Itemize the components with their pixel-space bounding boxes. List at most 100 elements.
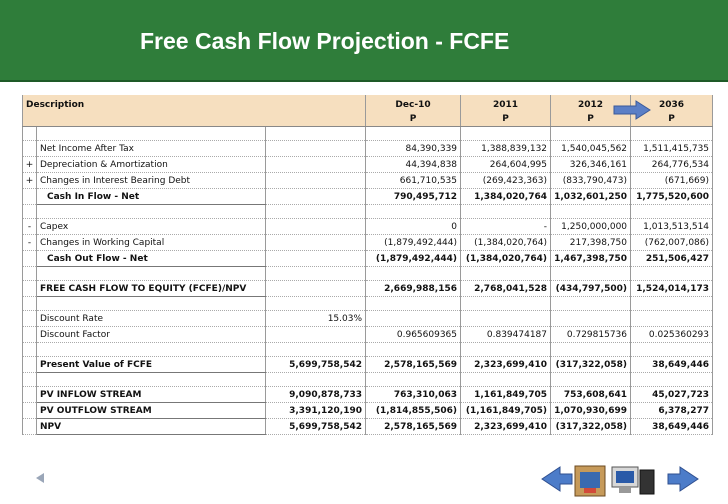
- row-total: [264, 234, 367, 251]
- row-value: 2,768,041,528: [460, 280, 552, 297]
- row-value: (317,322,058): [550, 418, 632, 435]
- row-value: 264,604,995: [460, 156, 552, 173]
- back-button[interactable]: [541, 466, 573, 492]
- spacer-row: [22, 204, 714, 219]
- column-header: 2011 P: [460, 95, 552, 127]
- empty-cell: [630, 342, 714, 357]
- row-value: 1,250,000,000: [550, 218, 632, 235]
- row-label: Changes in Interest Bearing Debt: [36, 172, 266, 189]
- empty-cell: [36, 342, 266, 357]
- forward-button[interactable]: [667, 466, 699, 492]
- empty-cell: [36, 266, 266, 281]
- empty-cell: [550, 266, 632, 281]
- table-body: Net Income After Tax 84,390,339 1,388,839,…: [22, 126, 714, 435]
- spacer-row: [22, 342, 714, 357]
- table-row: Cash In Flow - Net 790,495,712 1,384,020,7…: [22, 188, 714, 205]
- row-value: 1,032,601,250: [550, 188, 632, 205]
- empty-cell: [36, 372, 266, 387]
- empty-cell: [36, 296, 266, 311]
- description-header: Description: [21, 95, 367, 127]
- row-total: [264, 188, 367, 205]
- table-header: Description Dec-10 P 2011 P 2012 P 2036 P: [21, 95, 714, 127]
- row-value: 2,669,988,156: [365, 280, 462, 297]
- row-value: (1,879,492,444): [365, 234, 462, 251]
- row-value: 0.025360293: [630, 326, 714, 343]
- home-icon[interactable]: [574, 465, 606, 497]
- table-row: Discount Rate 15.03%: [22, 310, 714, 327]
- fcfe-table: Description Dec-10 P 2011 P 2012 P 2036 P Net In…: [21, 95, 714, 435]
- row-label: Discount Rate: [36, 310, 266, 327]
- empty-cell: [460, 372, 552, 387]
- table-row: FREE CASH FLOW TO EQUITY (FCFE)/NPV 2,669…: [22, 280, 714, 297]
- empty-cell: [460, 126, 552, 141]
- row-value: 2,323,699,410: [460, 418, 552, 435]
- empty-cell: [550, 296, 632, 311]
- row-value: 2,323,699,410: [460, 356, 552, 373]
- empty-cell: [22, 296, 37, 311]
- empty-cell: [550, 342, 632, 357]
- row-value: 1,524,014,173: [630, 280, 714, 297]
- row-value: 38,649,446: [630, 356, 714, 373]
- row-label: NPV: [36, 418, 266, 435]
- row-value: 0.839474187: [460, 326, 552, 343]
- table-row: - Changes in Working Capital (1,879,492,44…: [22, 234, 714, 251]
- row-value: 44,394,838: [365, 156, 462, 173]
- row-total: [264, 250, 367, 267]
- empty-cell: [22, 204, 37, 219]
- row-sign: [22, 250, 37, 267]
- column-label: 2036: [658, 100, 685, 110]
- row-total: [264, 156, 367, 173]
- row-sign: [22, 280, 37, 297]
- small-back-arrow[interactable]: [36, 473, 44, 483]
- empty-cell: [264, 204, 367, 219]
- row-value: 1,388,839,132: [460, 140, 552, 157]
- empty-cell: [550, 204, 632, 219]
- row-value: 790,495,712: [365, 188, 462, 205]
- column-sub: P: [409, 114, 417, 124]
- row-sign: [22, 418, 37, 435]
- row-sign: [22, 326, 37, 343]
- empty-cell: [36, 126, 266, 141]
- row-value: (1,161,849,705): [460, 402, 552, 419]
- row-sign: -: [22, 218, 37, 235]
- computer-icon[interactable]: [611, 466, 655, 495]
- row-value: 0.965609365: [365, 326, 462, 343]
- row-total: 5,699,758,542: [264, 418, 367, 435]
- spacer-row: [22, 266, 714, 281]
- empty-cell: [460, 266, 552, 281]
- row-value: [460, 310, 552, 327]
- row-value: 661,710,535: [365, 172, 462, 189]
- row-value: 1,540,045,562: [550, 140, 632, 157]
- row-value: 1,467,398,750: [550, 250, 632, 267]
- empty-cell: [460, 342, 552, 357]
- row-value: (1,384,020,764): [460, 234, 552, 251]
- empty-cell: [36, 204, 266, 219]
- slide-title: Free Cash Flow Projection - FCFE: [140, 28, 510, 54]
- row-label: Depreciation & Amortization: [36, 156, 266, 173]
- empty-cell: [550, 126, 632, 141]
- row-value: 1,384,020,764: [460, 188, 552, 205]
- row-value: (671,669): [630, 172, 714, 189]
- row-value: [550, 310, 632, 327]
- row-total: [264, 280, 367, 297]
- empty-cell: [630, 204, 714, 219]
- row-value: (269,423,363): [460, 172, 552, 189]
- row-value: [365, 310, 462, 327]
- empty-cell: [22, 266, 37, 281]
- row-value: [630, 310, 714, 327]
- empty-cell: [460, 296, 552, 311]
- title-banner: Free Cash Flow Projection - FCFE: [0, 0, 728, 82]
- row-label: Net Income After Tax: [36, 140, 266, 157]
- row-total: 9,090,878,733: [264, 386, 367, 403]
- row-total: [264, 218, 367, 235]
- row-sign: +: [22, 172, 37, 189]
- empty-cell: [22, 342, 37, 357]
- empty-cell: [630, 266, 714, 281]
- row-label: PV OUTFLOW STREAM: [36, 402, 266, 419]
- row-value: (1,879,492,444): [365, 250, 462, 267]
- empty-cell: [264, 266, 367, 281]
- row-value: 326,346,161: [550, 156, 632, 173]
- row-label: Capex: [36, 218, 266, 235]
- row-sign: [22, 386, 37, 403]
- row-value: (833,790,473): [550, 172, 632, 189]
